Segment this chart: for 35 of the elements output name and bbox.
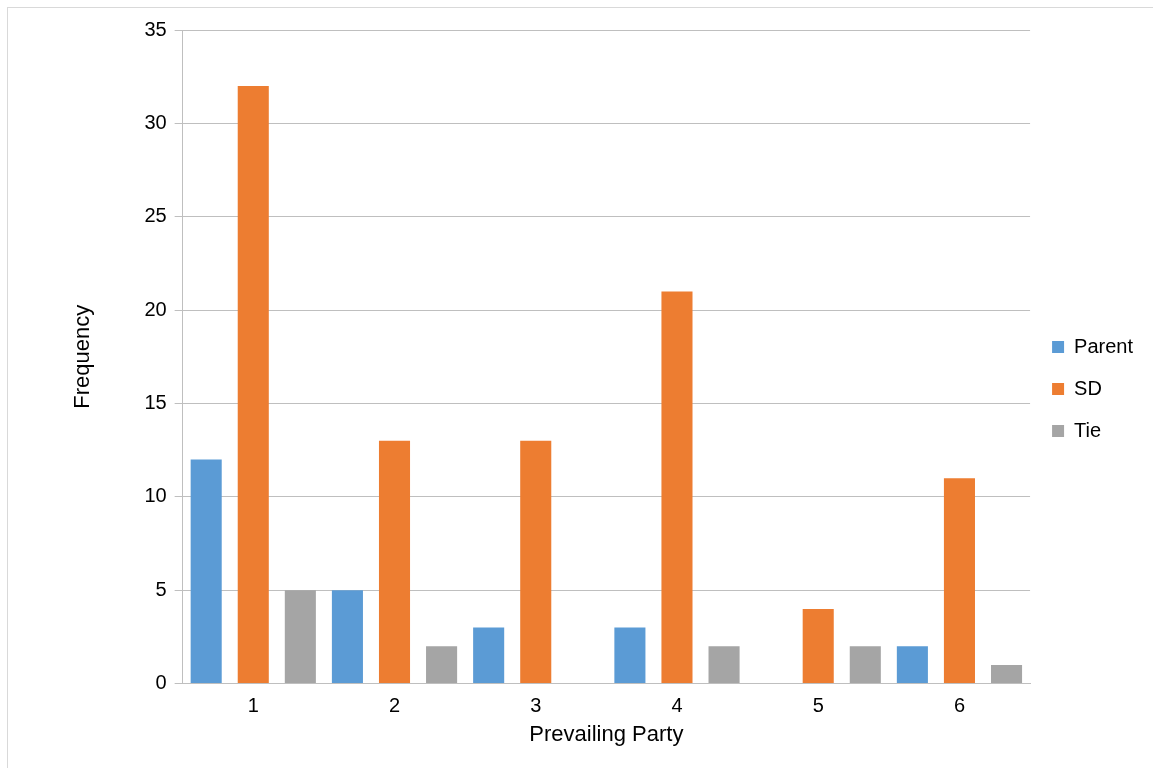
bar	[661, 291, 693, 684]
bar	[426, 646, 458, 684]
y-tick-label: 0	[155, 671, 167, 694]
x-tick-label: 2	[388, 694, 401, 717]
y-tick-label: 35	[144, 17, 167, 40]
bar	[331, 590, 363, 684]
y-axis-title: Frequency	[69, 304, 95, 409]
x-tick-label: 6	[953, 694, 966, 717]
legend-label: Parent	[1074, 334, 1134, 357]
x-tick-label: 1	[247, 694, 259, 717]
y-tick-label: 20	[144, 297, 167, 320]
bar	[237, 86, 269, 684]
legend-label: Tie	[1074, 418, 1102, 441]
legend-label: SD	[1074, 376, 1102, 399]
bar	[991, 664, 1023, 684]
bar	[896, 646, 928, 684]
bar	[708, 646, 740, 684]
bar	[614, 627, 646, 684]
bar	[473, 627, 505, 684]
y-tick-label: 5	[155, 577, 167, 600]
y-tick-label: 10	[144, 484, 167, 507]
y-tick-label: 15	[144, 391, 167, 413]
bar	[849, 646, 881, 684]
bar	[943, 478, 975, 684]
x-tick-label: 4	[671, 694, 683, 717]
bar	[802, 608, 834, 684]
x-tick-label: 3	[530, 694, 542, 717]
y-tick-label: 30	[144, 110, 167, 133]
bar	[378, 440, 411, 684]
x-tick-label: 5	[812, 694, 824, 717]
bar	[190, 459, 222, 684]
y-tick-label: 25	[144, 204, 167, 227]
x-axis-title: Prevailing Party	[529, 720, 684, 746]
bar	[284, 590, 316, 684]
bar	[520, 440, 552, 684]
